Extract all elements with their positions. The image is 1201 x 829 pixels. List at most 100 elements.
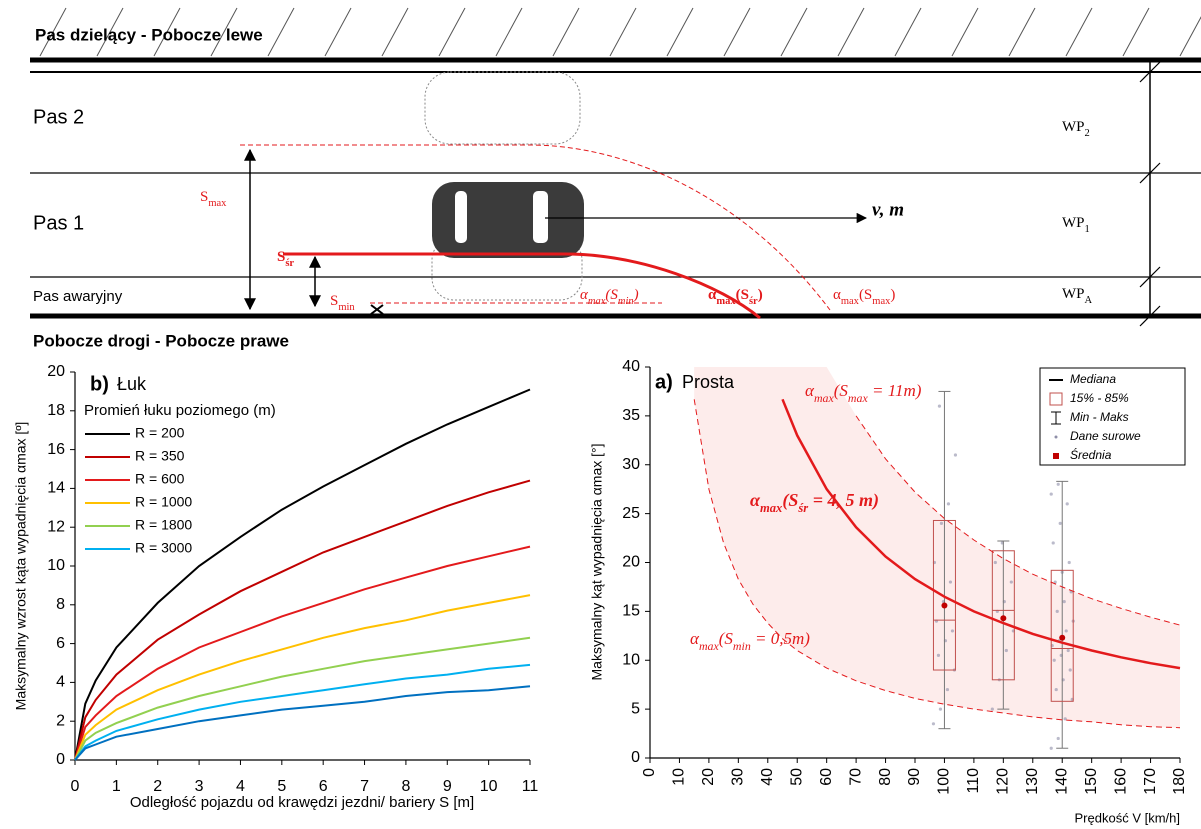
- hatch-line: [1008, 7, 1036, 57]
- text-part: = 4, 5 m): [808, 490, 879, 511]
- mean: [1000, 615, 1007, 622]
- raw-point: [1062, 600, 1066, 604]
- y-tick-label: 2: [56, 712, 65, 729]
- raw-point: [1004, 648, 1008, 653]
- raw-point: [1056, 482, 1060, 486]
- text-part: α: [708, 287, 717, 303]
- line-series: [74, 685, 531, 761]
- raw-point: [945, 687, 950, 692]
- text-part: (S: [834, 381, 849, 400]
- x-tick-label: 100: [936, 768, 953, 795]
- shaded-band: [694, 367, 1180, 728]
- angle-label: αmax(Smax): [833, 287, 895, 306]
- raw-point: [1051, 541, 1055, 545]
- raw-point: [1049, 746, 1053, 750]
- x-tick-label: 1: [112, 778, 121, 795]
- x-tick-label: 0: [641, 768, 658, 777]
- y-tick-label: 4: [56, 674, 65, 691]
- trajectory-max: [240, 144, 831, 311]
- legend-label: R = 3000: [135, 540, 192, 556]
- x-tick-label: 10: [671, 768, 688, 786]
- text-part: max: [699, 639, 720, 653]
- text-part: max: [841, 296, 860, 307]
- curve-label: αmax(Smax = 11m): [805, 381, 922, 405]
- x-tick-label: 5: [277, 778, 286, 795]
- x-tick-label: 10: [480, 778, 498, 795]
- y-tick-label: 0: [631, 749, 640, 766]
- x-tick-label: 7: [360, 778, 369, 795]
- trajectory-mean: [283, 252, 761, 320]
- text-part: max: [814, 391, 835, 405]
- legend-box: [1039, 367, 1186, 466]
- text-part: ): [890, 287, 895, 303]
- text-part: 1: [1085, 224, 1090, 235]
- hatch-line: [609, 7, 637, 57]
- line-series: [74, 636, 531, 761]
- hatch-line: [324, 7, 352, 57]
- hatch-line: [438, 7, 466, 57]
- top-label: Pas dzielący - Pobocze lewe: [35, 25, 263, 44]
- text-part: śr: [285, 258, 294, 269]
- hatch-line: [267, 7, 295, 57]
- text-part: (S: [782, 490, 798, 511]
- line-series: [781, 398, 1181, 670]
- hatch-line: [666, 7, 694, 57]
- legend-label: R = 200: [135, 425, 185, 441]
- x-tick-label: 60: [818, 768, 835, 786]
- x-tick-label: 2: [153, 778, 162, 795]
- line-series: [74, 663, 531, 761]
- x-tick-label: 130: [1024, 768, 1041, 795]
- text-part: S: [200, 189, 208, 205]
- x-tick-label: 8: [401, 778, 410, 795]
- text-part: min: [338, 302, 355, 313]
- x-tick-label: 180: [1171, 768, 1188, 795]
- y-tick-label: 15: [622, 603, 640, 620]
- legend-label: R = 1800: [135, 517, 192, 533]
- x-axis-label: Prędkość V [km/h]: [1075, 810, 1180, 825]
- legend-label: Mediana: [1070, 372, 1116, 386]
- legend-swatch: [1049, 392, 1063, 406]
- velocity-label: v, m: [872, 199, 904, 220]
- raw-point: [939, 521, 944, 526]
- x-tick-label: 30: [730, 768, 747, 786]
- legend-label: R = 350: [135, 448, 185, 464]
- raw-point: [937, 404, 942, 408]
- x-tick-label: 4: [236, 778, 245, 795]
- hatch-line: [1122, 7, 1150, 57]
- text-part: WP: [1062, 215, 1085, 231]
- raw-point: [993, 560, 997, 565]
- text-part: A: [1085, 295, 1093, 306]
- x-tick-label: 6: [319, 778, 328, 795]
- line-series: [74, 479, 531, 761]
- text-part: max: [760, 501, 782, 515]
- text-part: α: [833, 287, 841, 303]
- text-part: S: [330, 293, 338, 309]
- lane-label: Pas 1: [33, 212, 84, 234]
- text-part: (S: [859, 287, 872, 303]
- text-part: α: [580, 287, 589, 303]
- hatch-line: [552, 7, 580, 57]
- y-tick-label: 20: [622, 554, 640, 571]
- angle-label: αmax(Sśr): [708, 287, 763, 306]
- text-part: max: [208, 198, 227, 209]
- text-part: α: [805, 381, 815, 400]
- lane-width: WP2: [1062, 119, 1090, 138]
- text-part: ): [758, 287, 763, 303]
- y-tick-label: 35: [622, 407, 640, 424]
- raw-point: [1068, 668, 1072, 672]
- raw-point: [1066, 648, 1070, 653]
- y-axis-label: Maksymalny wzrost kąta wypadnięcia αmax …: [13, 422, 29, 711]
- x-tick-label: 170: [1142, 768, 1159, 795]
- legend-label: 15% - 85%: [1070, 391, 1129, 405]
- legend-label: Średnia: [1070, 447, 1112, 462]
- hatch-line: [96, 7, 124, 57]
- y-tick-label: 10: [622, 651, 640, 668]
- hatch-line: [1179, 16, 1201, 57]
- width-ticks: [1139, 61, 1161, 327]
- x-tick-label: 70: [847, 768, 864, 786]
- text-part: WP: [1062, 119, 1085, 135]
- x-tick-label: 90: [906, 768, 923, 786]
- raw-point: [1054, 687, 1058, 692]
- text-part: 2: [1085, 128, 1090, 139]
- raw-point: [948, 580, 953, 584]
